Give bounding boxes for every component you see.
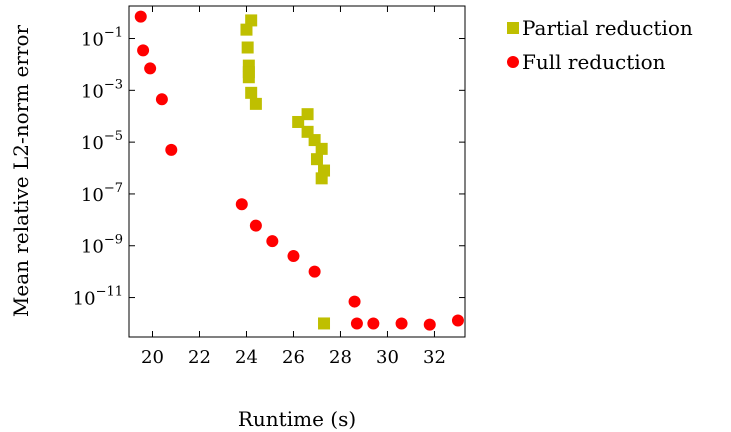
full-reduction-point	[451, 314, 464, 327]
legend: Partial reduction Full reduction	[507, 16, 693, 74]
y-tick-label: 10−5	[81, 129, 123, 154]
partial-reduction-point	[301, 108, 314, 121]
y-tick-label: 10−7	[81, 181, 123, 206]
partial-reduction-point	[240, 23, 253, 36]
x-tick-label: 28	[329, 347, 352, 368]
y-tick-exponent: −3	[104, 77, 123, 92]
y-tick-exponent: −9	[104, 233, 123, 248]
partial-reduction-point	[249, 97, 262, 110]
x-tick-label: 20	[141, 347, 164, 368]
legend-marker-full	[507, 56, 519, 68]
x-tick-label: 32	[423, 347, 446, 368]
legend-label: Partial reduction	[522, 16, 693, 40]
y-tick-exponent: −11	[96, 285, 123, 300]
partial-reduction-point	[315, 142, 328, 155]
y-tick-base: 10	[81, 133, 104, 154]
full-reduction-point	[155, 93, 168, 106]
x-tick-label: 22	[188, 347, 211, 368]
legend-label: Full reduction	[522, 50, 666, 74]
y-tick-label: 10−11	[73, 285, 123, 310]
y-axis-label: Mean relative L2-norm error	[9, 24, 33, 317]
full-reduction-point	[144, 62, 157, 75]
y-tick-base: 10	[81, 185, 104, 206]
full-reduction-point	[367, 317, 380, 330]
partial-reduction-point	[310, 153, 323, 166]
full-reduction-point	[423, 318, 436, 331]
legend-marker-partial	[507, 22, 519, 34]
full-reduction-point	[395, 317, 408, 330]
plot-area-frame	[128, 5, 466, 338]
full-reduction-point	[266, 235, 279, 248]
full-reduction-point	[287, 250, 300, 263]
y-tick-base: 10	[81, 81, 104, 102]
full-reduction-point	[249, 219, 262, 232]
full-reduction-point	[165, 143, 178, 156]
y-tick-label: 10−1	[81, 26, 123, 51]
y-tick-label: 10−9	[81, 233, 123, 258]
partial-reduction-point	[242, 71, 255, 84]
x-tick-label: 24	[235, 347, 258, 368]
x-axis-label: Runtime (s)	[238, 407, 356, 431]
y-tick-label: 10−3	[81, 77, 123, 102]
full-reduction-point	[134, 10, 147, 23]
full-reduction-point	[235, 198, 248, 211]
y-tick-base: 10	[81, 30, 104, 51]
y-tick-exponent: −7	[104, 181, 123, 196]
partial-reduction-point	[318, 317, 331, 330]
full-reduction-point	[350, 317, 363, 330]
chart-marks	[134, 10, 464, 331]
y-tick-exponent: −5	[104, 129, 123, 144]
partial-reduction-point	[241, 41, 254, 54]
partial-reduction-point	[245, 86, 258, 99]
y-tick-base: 10	[81, 237, 104, 258]
full-reduction-point	[348, 295, 361, 308]
partial-reduction-point	[242, 59, 255, 72]
partial-reduction-point	[245, 14, 258, 27]
partial-reduction-point	[292, 115, 305, 128]
full-reduction-point	[308, 265, 321, 278]
full-reduction-point	[137, 44, 150, 57]
x-tick-label: 30	[376, 347, 399, 368]
partial-reduction-point	[315, 172, 328, 185]
y-tick-exponent: −1	[104, 26, 123, 41]
y-tick-base: 10	[73, 289, 96, 310]
x-tick-label: 26	[282, 347, 305, 368]
